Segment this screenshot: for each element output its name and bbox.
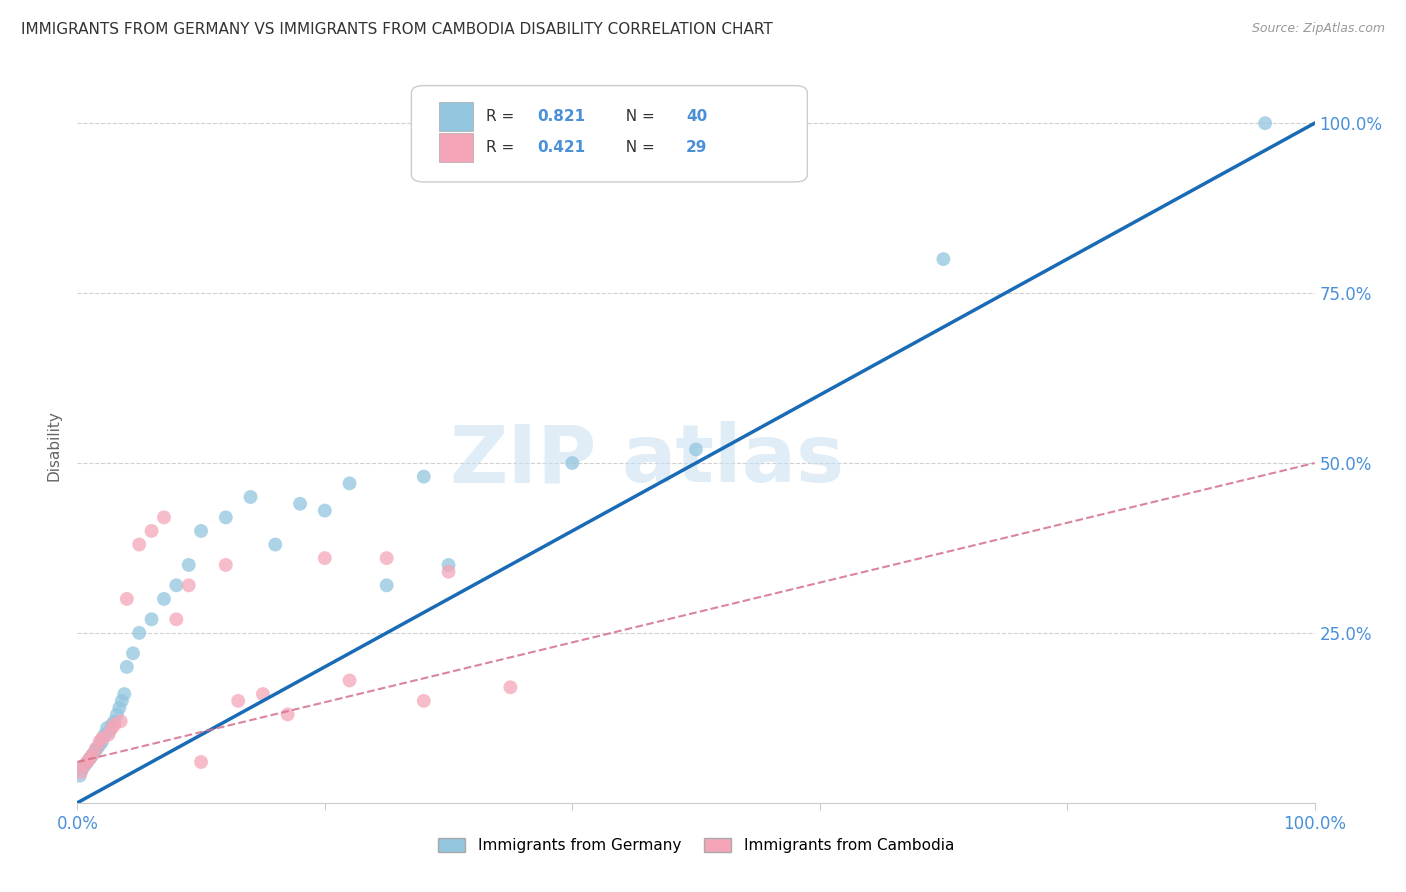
Point xyxy=(437,565,460,579)
Point xyxy=(153,591,176,606)
Point xyxy=(375,551,398,566)
Point xyxy=(82,748,104,763)
Text: 0.421: 0.421 xyxy=(537,140,586,155)
Point xyxy=(115,591,138,606)
Text: R =: R = xyxy=(485,140,519,155)
Text: Source: ZipAtlas.com: Source: ZipAtlas.com xyxy=(1251,22,1385,36)
Text: N =: N = xyxy=(616,140,659,155)
Text: atlas: atlas xyxy=(621,421,845,500)
Text: N =: N = xyxy=(616,109,659,124)
Point xyxy=(110,714,132,729)
Point xyxy=(111,694,134,708)
Point xyxy=(339,476,361,491)
Point xyxy=(112,687,135,701)
Bar xyxy=(439,134,474,162)
Point xyxy=(177,558,200,572)
Point xyxy=(101,721,124,735)
Point xyxy=(177,578,200,592)
Point xyxy=(84,741,107,756)
Point xyxy=(190,524,212,538)
Point xyxy=(190,755,212,769)
Point xyxy=(128,626,150,640)
Point xyxy=(103,717,125,731)
Point xyxy=(69,769,91,783)
Point xyxy=(89,738,111,752)
Point xyxy=(103,714,125,729)
Point xyxy=(165,578,187,592)
Point xyxy=(141,524,163,538)
Point xyxy=(165,612,187,626)
Point xyxy=(215,558,238,572)
Point xyxy=(79,751,101,765)
Point xyxy=(76,755,98,769)
Point xyxy=(141,612,163,626)
Point xyxy=(499,680,522,694)
Text: IMMIGRANTS FROM GERMANY VS IMMIGRANTS FROM CAMBODIA DISABILITY CORRELATION CHART: IMMIGRANTS FROM GERMANY VS IMMIGRANTS FR… xyxy=(21,22,773,37)
Point xyxy=(93,728,115,742)
Point xyxy=(264,537,287,551)
Point xyxy=(96,721,118,735)
Point xyxy=(79,751,101,765)
Point xyxy=(70,765,93,780)
Text: 0.821: 0.821 xyxy=(537,109,586,124)
Text: 29: 29 xyxy=(686,140,707,155)
Point xyxy=(76,755,98,769)
Point xyxy=(89,734,111,748)
Point xyxy=(82,748,104,763)
Point xyxy=(239,490,262,504)
Point xyxy=(375,578,398,592)
Point xyxy=(153,510,176,524)
Point xyxy=(314,551,336,566)
Text: 40: 40 xyxy=(686,109,707,124)
Point xyxy=(226,694,249,708)
Point xyxy=(685,442,707,457)
Point xyxy=(1254,116,1277,130)
Point xyxy=(73,758,96,772)
Point xyxy=(108,700,131,714)
Point xyxy=(412,694,434,708)
Legend: Immigrants from Germany, Immigrants from Cambodia: Immigrants from Germany, Immigrants from… xyxy=(432,832,960,859)
Bar xyxy=(439,102,474,130)
Point xyxy=(215,510,238,524)
Point xyxy=(105,707,128,722)
Point xyxy=(115,660,138,674)
Point xyxy=(97,728,120,742)
Text: R =: R = xyxy=(485,109,519,124)
Point xyxy=(288,497,311,511)
Point xyxy=(101,717,124,731)
Point xyxy=(83,745,105,759)
Point xyxy=(561,456,583,470)
Text: ZIP: ZIP xyxy=(450,421,598,500)
Point xyxy=(252,687,274,701)
Point xyxy=(72,762,94,776)
Point xyxy=(91,734,114,748)
Point xyxy=(122,646,145,660)
Point xyxy=(72,758,94,772)
Point xyxy=(91,731,114,746)
Y-axis label: Disability: Disability xyxy=(46,410,62,482)
Point xyxy=(314,503,336,517)
Point xyxy=(277,707,299,722)
Point xyxy=(932,252,955,266)
Point xyxy=(98,724,121,739)
Point xyxy=(339,673,361,688)
FancyBboxPatch shape xyxy=(412,86,807,182)
Point xyxy=(128,537,150,551)
Point xyxy=(437,558,460,572)
Point xyxy=(86,741,108,756)
Point xyxy=(412,469,434,483)
